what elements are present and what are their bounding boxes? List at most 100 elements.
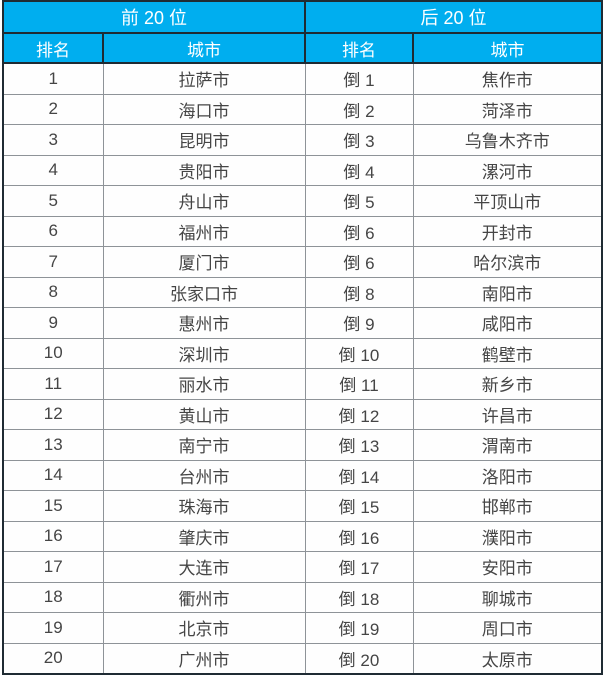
city-cell-left: 海口市: [102, 93, 306, 125]
rank-cell-right: 倒 5: [304, 185, 414, 217]
city-cell-right: 聊城市: [412, 581, 603, 613]
table-row: 1 拉萨市倒 1 焦作市: [2, 62, 603, 95]
column-header-rank-left: 排名: [2, 32, 104, 64]
city-cell-right: 渭南市: [412, 429, 603, 461]
city-cell-right: 漯河市: [412, 154, 603, 186]
city-cell-left: 张家口市: [102, 276, 306, 308]
rank-cell-right: 倒 12: [304, 398, 414, 430]
table-row: 6 福州市倒 6 开封市: [2, 215, 603, 247]
rank-cell-right: 倒 13: [304, 429, 414, 461]
table-row: 7 厦门市倒 6 哈尔滨市: [2, 246, 603, 278]
table-row: 8 张家口市倒 8 南阳市: [2, 276, 603, 308]
rank-cell-right: 倒 18: [304, 581, 414, 613]
table-row: 13 南宁市倒 13 渭南市: [2, 429, 603, 461]
city-cell-right: 平顶山市: [412, 185, 603, 217]
city-cell-left: 深圳市: [102, 337, 306, 369]
rank-cell-left: 18: [2, 581, 104, 613]
city-cell-left: 惠州市: [102, 307, 306, 339]
rank-cell-left: 14: [2, 459, 104, 491]
table-row: 20 广州市倒 20 太原市: [2, 642, 603, 675]
rank-cell-right: 倒 14: [304, 459, 414, 491]
rank-cell-left: 3: [2, 124, 104, 156]
city-cell-right: 鹤壁市: [412, 337, 603, 369]
rank-cell-left: 5: [2, 185, 104, 217]
city-cell-right: 哈尔滨市: [412, 246, 603, 278]
city-cell-right: 咸阳市: [412, 307, 603, 339]
rank-cell-right: 倒 6: [304, 246, 414, 278]
table-row: 17 大连市倒 17 安阳市: [2, 551, 603, 583]
city-cell-left: 北京市: [102, 612, 306, 644]
rank-cell-right: 倒 6: [304, 215, 414, 247]
city-cell-right: 安阳市: [412, 551, 603, 583]
city-cell-right: 洛阳市: [412, 459, 603, 491]
rank-cell-left: 10: [2, 337, 104, 369]
city-cell-right: 濮阳市: [412, 520, 603, 552]
city-cell-right: 开封市: [412, 215, 603, 247]
rank-cell-right: 倒 20: [304, 642, 414, 675]
city-cell-left: 肇庆市: [102, 520, 306, 552]
column-header-city-left: 城市: [102, 32, 306, 64]
table-row: 12 黄山市倒 12 许昌市: [2, 398, 603, 430]
rank-cell-left: 8: [2, 276, 104, 308]
city-cell-left: 广州市: [102, 642, 306, 675]
rank-cell-left: 19: [2, 612, 104, 644]
header-top20-group: 前 20 位: [2, 0, 306, 34]
rank-cell-right: 倒 15: [304, 490, 414, 522]
table-row: 5 舟山市倒 5 平顶山市: [2, 185, 603, 217]
city-cell-left: 衢州市: [102, 581, 306, 613]
city-cell-left: 台州市: [102, 459, 306, 491]
table-row: 18 衢州市倒 18 聊城市: [2, 581, 603, 613]
rank-cell-right: 倒 1: [304, 62, 414, 95]
table-row: 19 北京市倒 19 周口市: [2, 612, 603, 644]
table-row: 10 深圳市倒 10 鹤壁市: [2, 337, 603, 369]
rank-cell-left: 9: [2, 307, 104, 339]
city-cell-right: 焦作市: [412, 62, 603, 95]
rank-cell-right: 倒 8: [304, 276, 414, 308]
city-cell-left: 福州市: [102, 215, 306, 247]
column-header-rank-right: 排名: [304, 32, 414, 64]
rank-cell-left: 4: [2, 154, 104, 186]
table-row: 3 昆明市倒 3 乌鲁木齐市: [2, 124, 603, 156]
city-cell-right: 太原市: [412, 642, 603, 675]
city-cell-left: 大连市: [102, 551, 306, 583]
header-bottom20-group: 后 20 位: [304, 0, 603, 34]
rank-cell-right: 倒 17: [304, 551, 414, 583]
rank-cell-right: 倒 10: [304, 337, 414, 369]
rank-cell-right: 倒 9: [304, 307, 414, 339]
header-column-row: 排名 城市 排名 城市: [2, 32, 603, 64]
rank-cell-right: 倒 11: [304, 368, 414, 400]
city-cell-right: 许昌市: [412, 398, 603, 430]
rank-cell-right: 倒 3: [304, 124, 414, 156]
header-group-row: 前 20 位 后 20 位: [2, 0, 603, 34]
city-cell-left: 南宁市: [102, 429, 306, 461]
table-header: 前 20 位 后 20 位 排名 城市 排名 城市: [2, 0, 603, 64]
column-header-city-right: 城市: [412, 32, 603, 64]
city-cell-left: 拉萨市: [102, 62, 306, 95]
rank-cell-left: 7: [2, 246, 104, 278]
city-cell-right: 南阳市: [412, 276, 603, 308]
rank-cell-left: 16: [2, 520, 104, 552]
city-cell-left: 贵阳市: [102, 154, 306, 186]
rank-cell-left: 20: [2, 642, 104, 675]
rank-cell-left: 1: [2, 62, 104, 95]
city-cell-left: 舟山市: [102, 185, 306, 217]
rank-cell-left: 15: [2, 490, 104, 522]
city-cell-right: 新乡市: [412, 368, 603, 400]
city-cell-left: 厦门市: [102, 246, 306, 278]
rank-cell-left: 17: [2, 551, 104, 583]
table-row: 9 惠州市倒 9 咸阳市: [2, 307, 603, 339]
table-row: 11 丽水市倒 11 新乡市: [2, 368, 603, 400]
city-cell-right: 邯郸市: [412, 490, 603, 522]
city-cell-right: 菏泽市: [412, 93, 603, 125]
table-row: 15 珠海市倒 15 邯郸市: [2, 490, 603, 522]
table-row: 2 海口市倒 2 菏泽市: [2, 93, 603, 125]
table-row: 14 台州市倒 14 洛阳市: [2, 459, 603, 491]
table-row: 16 肇庆市倒 16 濮阳市: [2, 520, 603, 552]
rank-cell-left: 13: [2, 429, 104, 461]
city-cell-right: 乌鲁木齐市: [412, 124, 603, 156]
city-cell-left: 黄山市: [102, 398, 306, 430]
rank-cell-right: 倒 4: [304, 154, 414, 186]
